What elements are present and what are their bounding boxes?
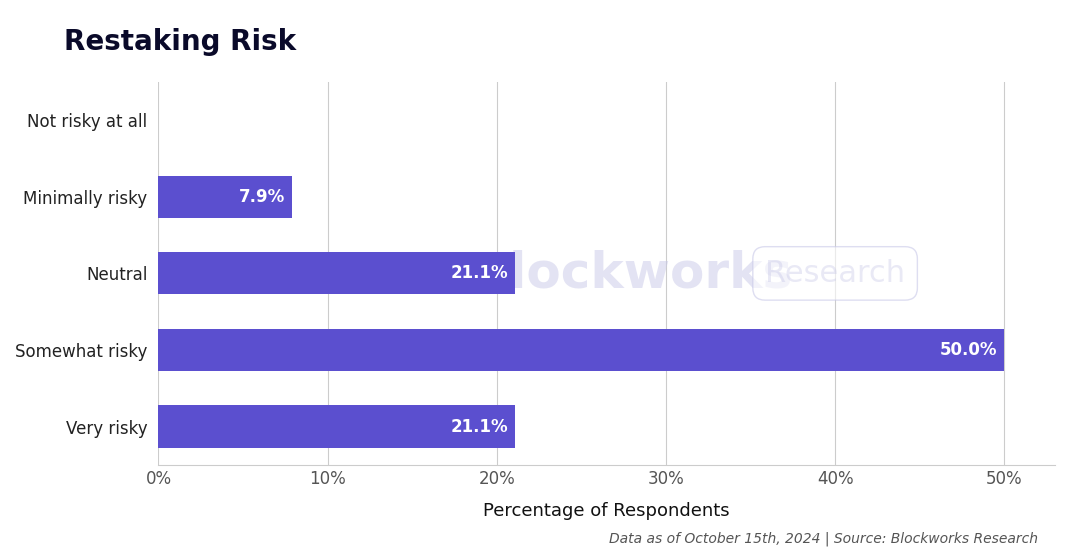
Text: 21.1%: 21.1% [452, 418, 508, 436]
Text: Research: Research [765, 259, 905, 288]
Bar [158, 329, 1005, 371]
Text: Data as of October 15th, 2024 | Source: Blockworks Research: Data as of October 15th, 2024 | Source: … [609, 531, 1038, 546]
Text: 7.9%: 7.9% [239, 188, 286, 206]
Text: 50.0%: 50.0% [939, 341, 997, 359]
X-axis label: Percentage of Respondents: Percentage of Respondents [484, 502, 730, 520]
Bar [158, 176, 292, 218]
Bar [158, 252, 516, 295]
Text: 21.1%: 21.1% [452, 265, 508, 282]
Text: Restaking Risk: Restaking Risk [64, 28, 296, 56]
Bar [158, 405, 516, 448]
Text: Blockworks: Blockworks [472, 250, 793, 297]
